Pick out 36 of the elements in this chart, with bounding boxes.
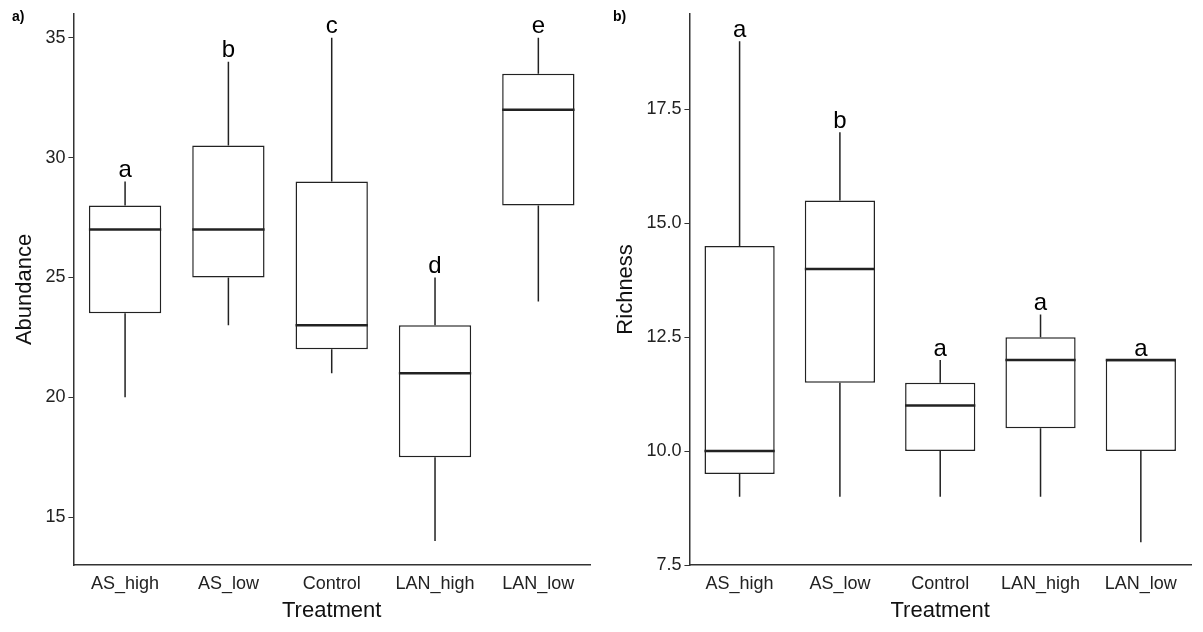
- y-axis-title: Abundance: [11, 233, 37, 346]
- annotation: a: [1033, 288, 1048, 316]
- x-tick-label: LAN_low: [502, 572, 576, 594]
- x-tick-label: AS_low: [197, 572, 260, 594]
- annotation: c: [325, 11, 338, 39]
- y-tick-label: 7.5: [656, 553, 682, 574]
- annotation: a: [1134, 333, 1149, 361]
- x-tick-label: Control: [911, 572, 970, 593]
- x-tick-label: LAN_high: [395, 572, 475, 594]
- x-tick-label: LAN_low: [1104, 572, 1178, 594]
- y-tick-label: 20: [45, 386, 66, 407]
- y-tick-label: 12.5: [646, 326, 682, 347]
- y-tick-label: 10.0: [646, 440, 682, 461]
- annotation: a: [732, 14, 747, 42]
- text: a): [12, 7, 25, 24]
- x-tick-label: AS_low: [809, 572, 872, 594]
- annotation: b: [221, 35, 236, 63]
- annotation: a: [118, 155, 133, 183]
- x-axis-title: Treatment: [281, 596, 382, 622]
- annotation: e: [531, 11, 546, 39]
- y-tick-label: 15.0: [646, 212, 682, 233]
- y-tick-label: 35: [45, 26, 66, 47]
- annotation: a: [933, 333, 948, 361]
- y-tick-label: 15: [45, 506, 66, 527]
- x-tick-label: Control: [302, 572, 361, 593]
- text: b): [613, 7, 627, 24]
- x-tick-label: LAN_high: [1001, 572, 1081, 594]
- annotation: d: [428, 251, 442, 279]
- x-axis-title: Treatment: [890, 596, 990, 622]
- annotation: b: [833, 105, 847, 133]
- y-tick-label: 17.5: [646, 98, 682, 119]
- y-tick-label: 25: [45, 266, 66, 287]
- y-tick-label: 30: [45, 146, 66, 167]
- y-axis-title: Richness: [612, 244, 638, 335]
- x-tick-label: AS_high: [91, 572, 160, 594]
- x-tick-label: AS_high: [705, 572, 774, 594]
